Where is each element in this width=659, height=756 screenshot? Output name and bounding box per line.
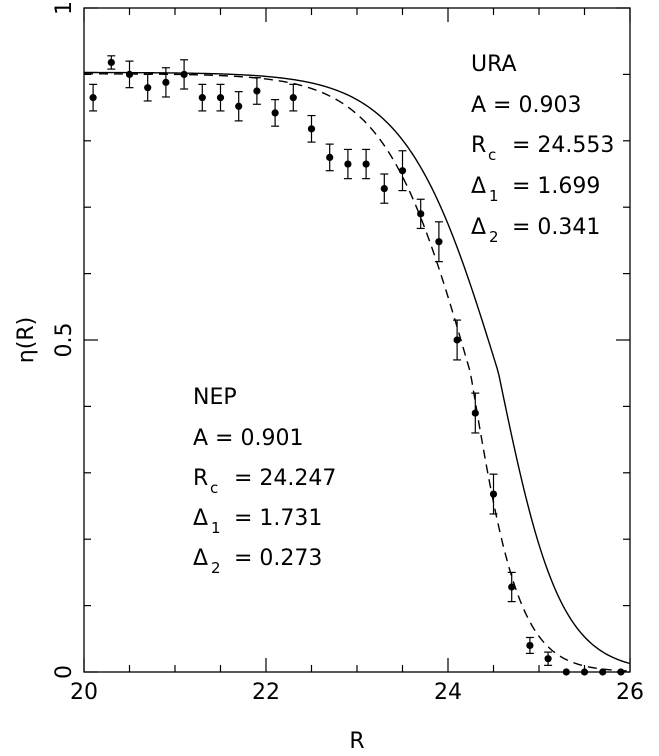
x-tick-label: 20 [70,680,98,705]
data-point [343,148,352,180]
data-point [489,473,498,515]
data-point [107,55,116,70]
y-tick-label: 1 [52,1,77,15]
data-point [544,651,553,666]
ura-label: URA [471,52,517,77]
ura-rc-symbol: R [471,133,486,158]
ura-a-value: A = 0.903 [471,93,581,118]
ura-rc-value: = 24.553 [512,133,614,158]
y-tick-label: 0.5 [52,323,77,358]
data-point [289,83,298,112]
y-axis-label: η(R) [14,317,39,363]
ura-fit-curve [84,71,631,665]
nep-rc-symbol: R [193,466,208,491]
nep-annotation: NEP A = 0.901 R c = 24.247 Δ 1 = 1.731 Δ… [193,385,336,577]
data-point [471,392,480,434]
ura-d2-symbol: Δ [471,215,486,240]
nep-fit-curve [83,73,631,672]
y-tick-label: 0 [52,665,77,679]
data-point [216,83,225,112]
data-point [89,83,98,112]
data-point [617,668,625,676]
x-tick-label: 24 [434,680,462,705]
data-point [325,143,334,172]
nep-d2-subscript: 2 [211,559,221,577]
ura-annotation: URA A = 0.903 R c = 24.553 Δ 1 = 1.699 Δ… [471,52,614,246]
data-points [89,55,625,676]
x-axis-label: R [349,729,364,754]
nep-rc-value: = 24.247 [234,466,336,491]
data-point [161,67,170,98]
ura-d2-subscript: 2 [489,228,499,246]
data-point [234,91,243,122]
ura-d2-value: = 0.341 [512,215,600,240]
data-point [252,77,261,105]
data-point [125,60,134,89]
data-point [198,83,207,112]
nep-rc-subscript: c [210,479,218,497]
nep-d1-value: = 1.731 [234,506,322,531]
data-point [507,571,516,603]
x-tick-label: 22 [252,680,280,705]
ura-rc-subscript: c [488,146,496,164]
ura-d1-value: = 1.699 [512,174,600,199]
nep-d1-symbol: Δ [193,506,208,531]
data-point [434,221,443,263]
data-point [380,173,389,204]
x-tick-label: 26 [616,680,644,705]
nep-d1-subscript: 1 [211,519,221,537]
nep-a-value: A = 0.901 [193,426,303,451]
data-point [307,114,316,143]
data-point [562,668,570,676]
nep-d2-symbol: Δ [193,546,208,571]
data-point [453,319,462,361]
data-point [580,668,589,676]
data-point [416,198,425,230]
data-point [180,59,189,90]
data-point [398,150,407,192]
data-point [143,73,152,102]
data-point [525,636,534,655]
nep-d2-value: = 0.273 [234,546,322,571]
ura-d1-subscript: 1 [489,187,499,205]
data-point [362,148,371,180]
ura-d1-symbol: Δ [471,174,486,199]
nep-label: NEP [193,385,237,410]
data-point [599,668,607,676]
data-point [271,99,280,127]
